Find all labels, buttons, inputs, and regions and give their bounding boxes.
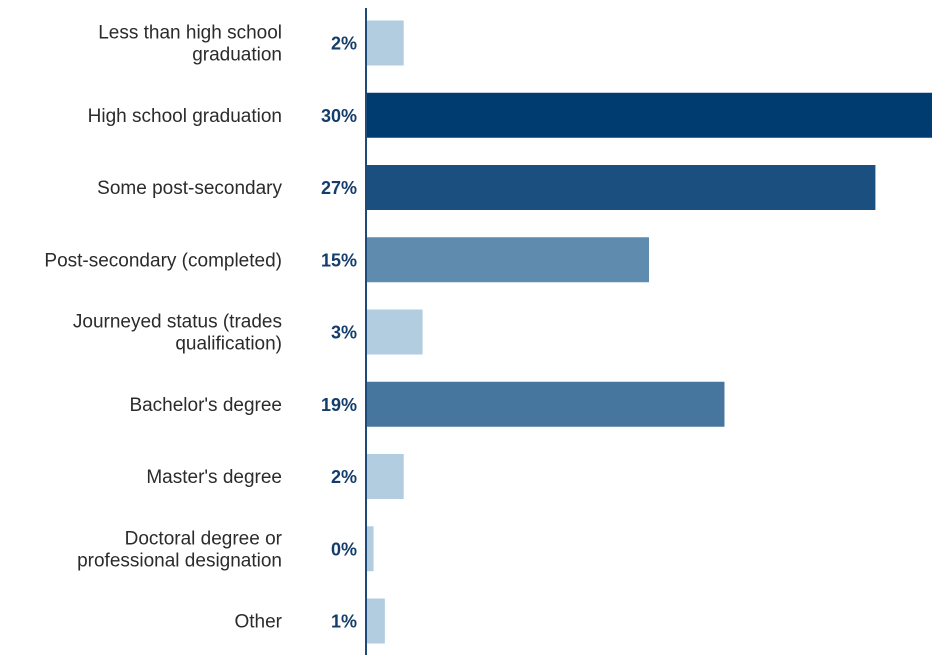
bar-6 [366, 454, 404, 499]
bar-8 [366, 598, 385, 644]
bar-4 [366, 309, 423, 355]
bar-2 [366, 165, 876, 210]
value-label: 2% [331, 34, 357, 54]
value-label: 0% [331, 539, 357, 559]
category-label: Bachelor's degree [129, 395, 282, 416]
bar-0 [366, 20, 404, 66]
category-label: Post-secondary (completed) [44, 250, 282, 271]
category-label: High school graduation [88, 106, 282, 127]
value-label: 1% [331, 612, 357, 632]
bar-1 [366, 92, 932, 138]
category-label: Less than high school graduation [98, 23, 282, 66]
category-label: Other [234, 612, 282, 633]
bar-7 [366, 526, 374, 572]
category-label: Some post-secondary [97, 178, 282, 199]
value-label: 27% [321, 178, 357, 198]
value-label: 15% [321, 250, 357, 270]
value-label: 19% [321, 395, 357, 415]
bar-5 [366, 381, 725, 427]
category-label: Journeyed status (trades qualification) [73, 312, 282, 355]
value-label: 2% [331, 467, 357, 487]
bar-3 [366, 237, 649, 283]
category-label: Master's degree [146, 467, 282, 488]
category-label: Doctoral degree or professional designati… [77, 528, 283, 571]
value-label: 30% [321, 106, 357, 126]
value-label: 3% [331, 323, 357, 343]
